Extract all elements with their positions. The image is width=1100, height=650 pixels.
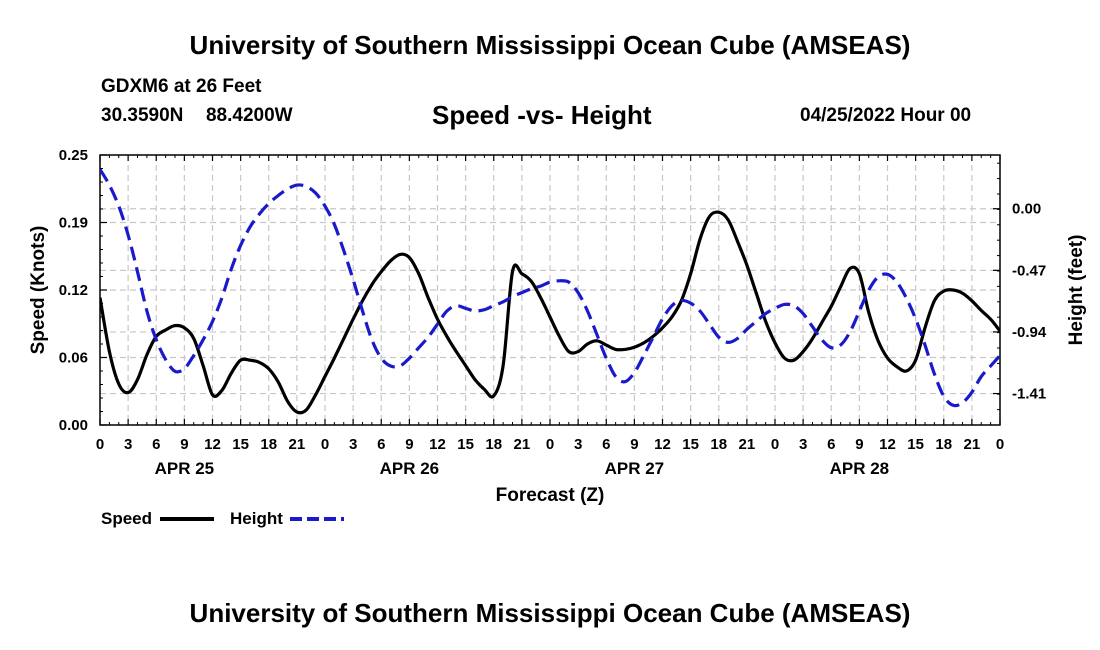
x-tick-label: 21 [289,436,306,453]
x-tick-label: 18 [485,436,502,453]
x-tick-label: 18 [710,436,727,453]
x-tick-label: 15 [682,436,699,453]
y-left-tick-label: 0.25 [59,147,88,164]
x-tick-label: 3 [124,436,132,453]
x-tick-label: 6 [602,436,610,453]
longitude: 88.4200W [205,105,293,126]
x-tick-label: 21 [964,436,981,453]
x-tick-label: 6 [827,436,835,453]
y-right-tick-label: -0.47 [1012,262,1046,279]
footer-title: University of Southern Mississippi Ocean… [189,598,911,628]
chart-main-title: University of Southern Mississippi Ocean… [189,30,911,60]
x-tick-label: 0 [546,436,554,453]
x-tick-label: 3 [574,436,582,453]
series [100,168,1000,415]
y-right-tick-label: -1.41 [1012,386,1046,403]
legend-swatch-speed [160,517,214,521]
y-left-tick-label: 0.06 [59,350,88,367]
y-right-tick-label: -0.94 [1012,324,1047,341]
speed-line [100,210,1000,415]
x-tick-label: 9 [855,436,863,453]
x-axis-label: Forecast (Z) [496,485,605,506]
x-tick-label: 6 [152,436,160,453]
x-tick-label: 0 [996,436,1004,453]
date-label: APR 27 [605,459,665,478]
x-tick-label: 21 [739,436,756,453]
y-left-tick-label: 0.12 [59,282,88,299]
x-tick-label: 3 [349,436,357,453]
x-tick-label: 12 [879,436,896,453]
x-tick-label: 9 [405,436,413,453]
grid [100,155,1000,425]
legend-item-height: Height [230,509,283,528]
axis-ticks [99,154,1001,426]
station-label: GDXM6 at 26 Feet [101,76,262,97]
height-line [100,168,1000,408]
y-left-axis-label: Speed (Knots) [28,226,49,355]
x-tick-label: 15 [907,436,924,453]
x-tick-label: 15 [232,436,249,453]
x-tick-label: 9 [630,436,638,453]
y-right-axis-label: Height (feet) [1066,235,1087,346]
date-label: APR 25 [155,459,215,478]
x-tick-label: 21 [514,436,531,453]
x-tick-label: 0 [96,436,104,453]
x-tick-label: 6 [377,436,385,453]
forecast-datetime: 04/25/2022 Hour 00 [800,105,972,126]
x-tick-label: 0 [321,436,329,453]
x-tick-label: 3 [799,436,807,453]
axis-labels: 0 3 6 9 12 15 18 21 0 3 6 9 12 15 18 21 0 3 6 9 12 15 18 21 0 3 6 9… [28,147,1087,506]
latitude: 30.3590N [101,105,184,126]
coordinates: 30.3590N 88.4200W [101,105,293,127]
x-tick-label: 18 [935,436,952,453]
x-tick-label: 12 [204,436,221,453]
y-right-tick-label: 0.00 [1012,201,1041,218]
date-label: APR 28 [830,459,890,478]
x-tick-label: 9 [180,436,188,453]
x-tick-label: 12 [654,436,671,453]
chart-subtitle: Speed -vs- Height [432,100,652,130]
y-left-tick-label: 0.00 [59,417,88,434]
legend-item-speed: Speed [101,509,153,528]
x-tick-label: 18 [260,436,277,453]
y-left-tick-label: 0.19 [59,215,88,232]
x-tick-label: 0 [771,436,779,453]
x-tick-label: 15 [457,436,474,453]
legend-swatch-height [290,517,344,521]
x-tick-label: 12 [429,436,446,453]
date-label: APR 26 [380,459,440,478]
